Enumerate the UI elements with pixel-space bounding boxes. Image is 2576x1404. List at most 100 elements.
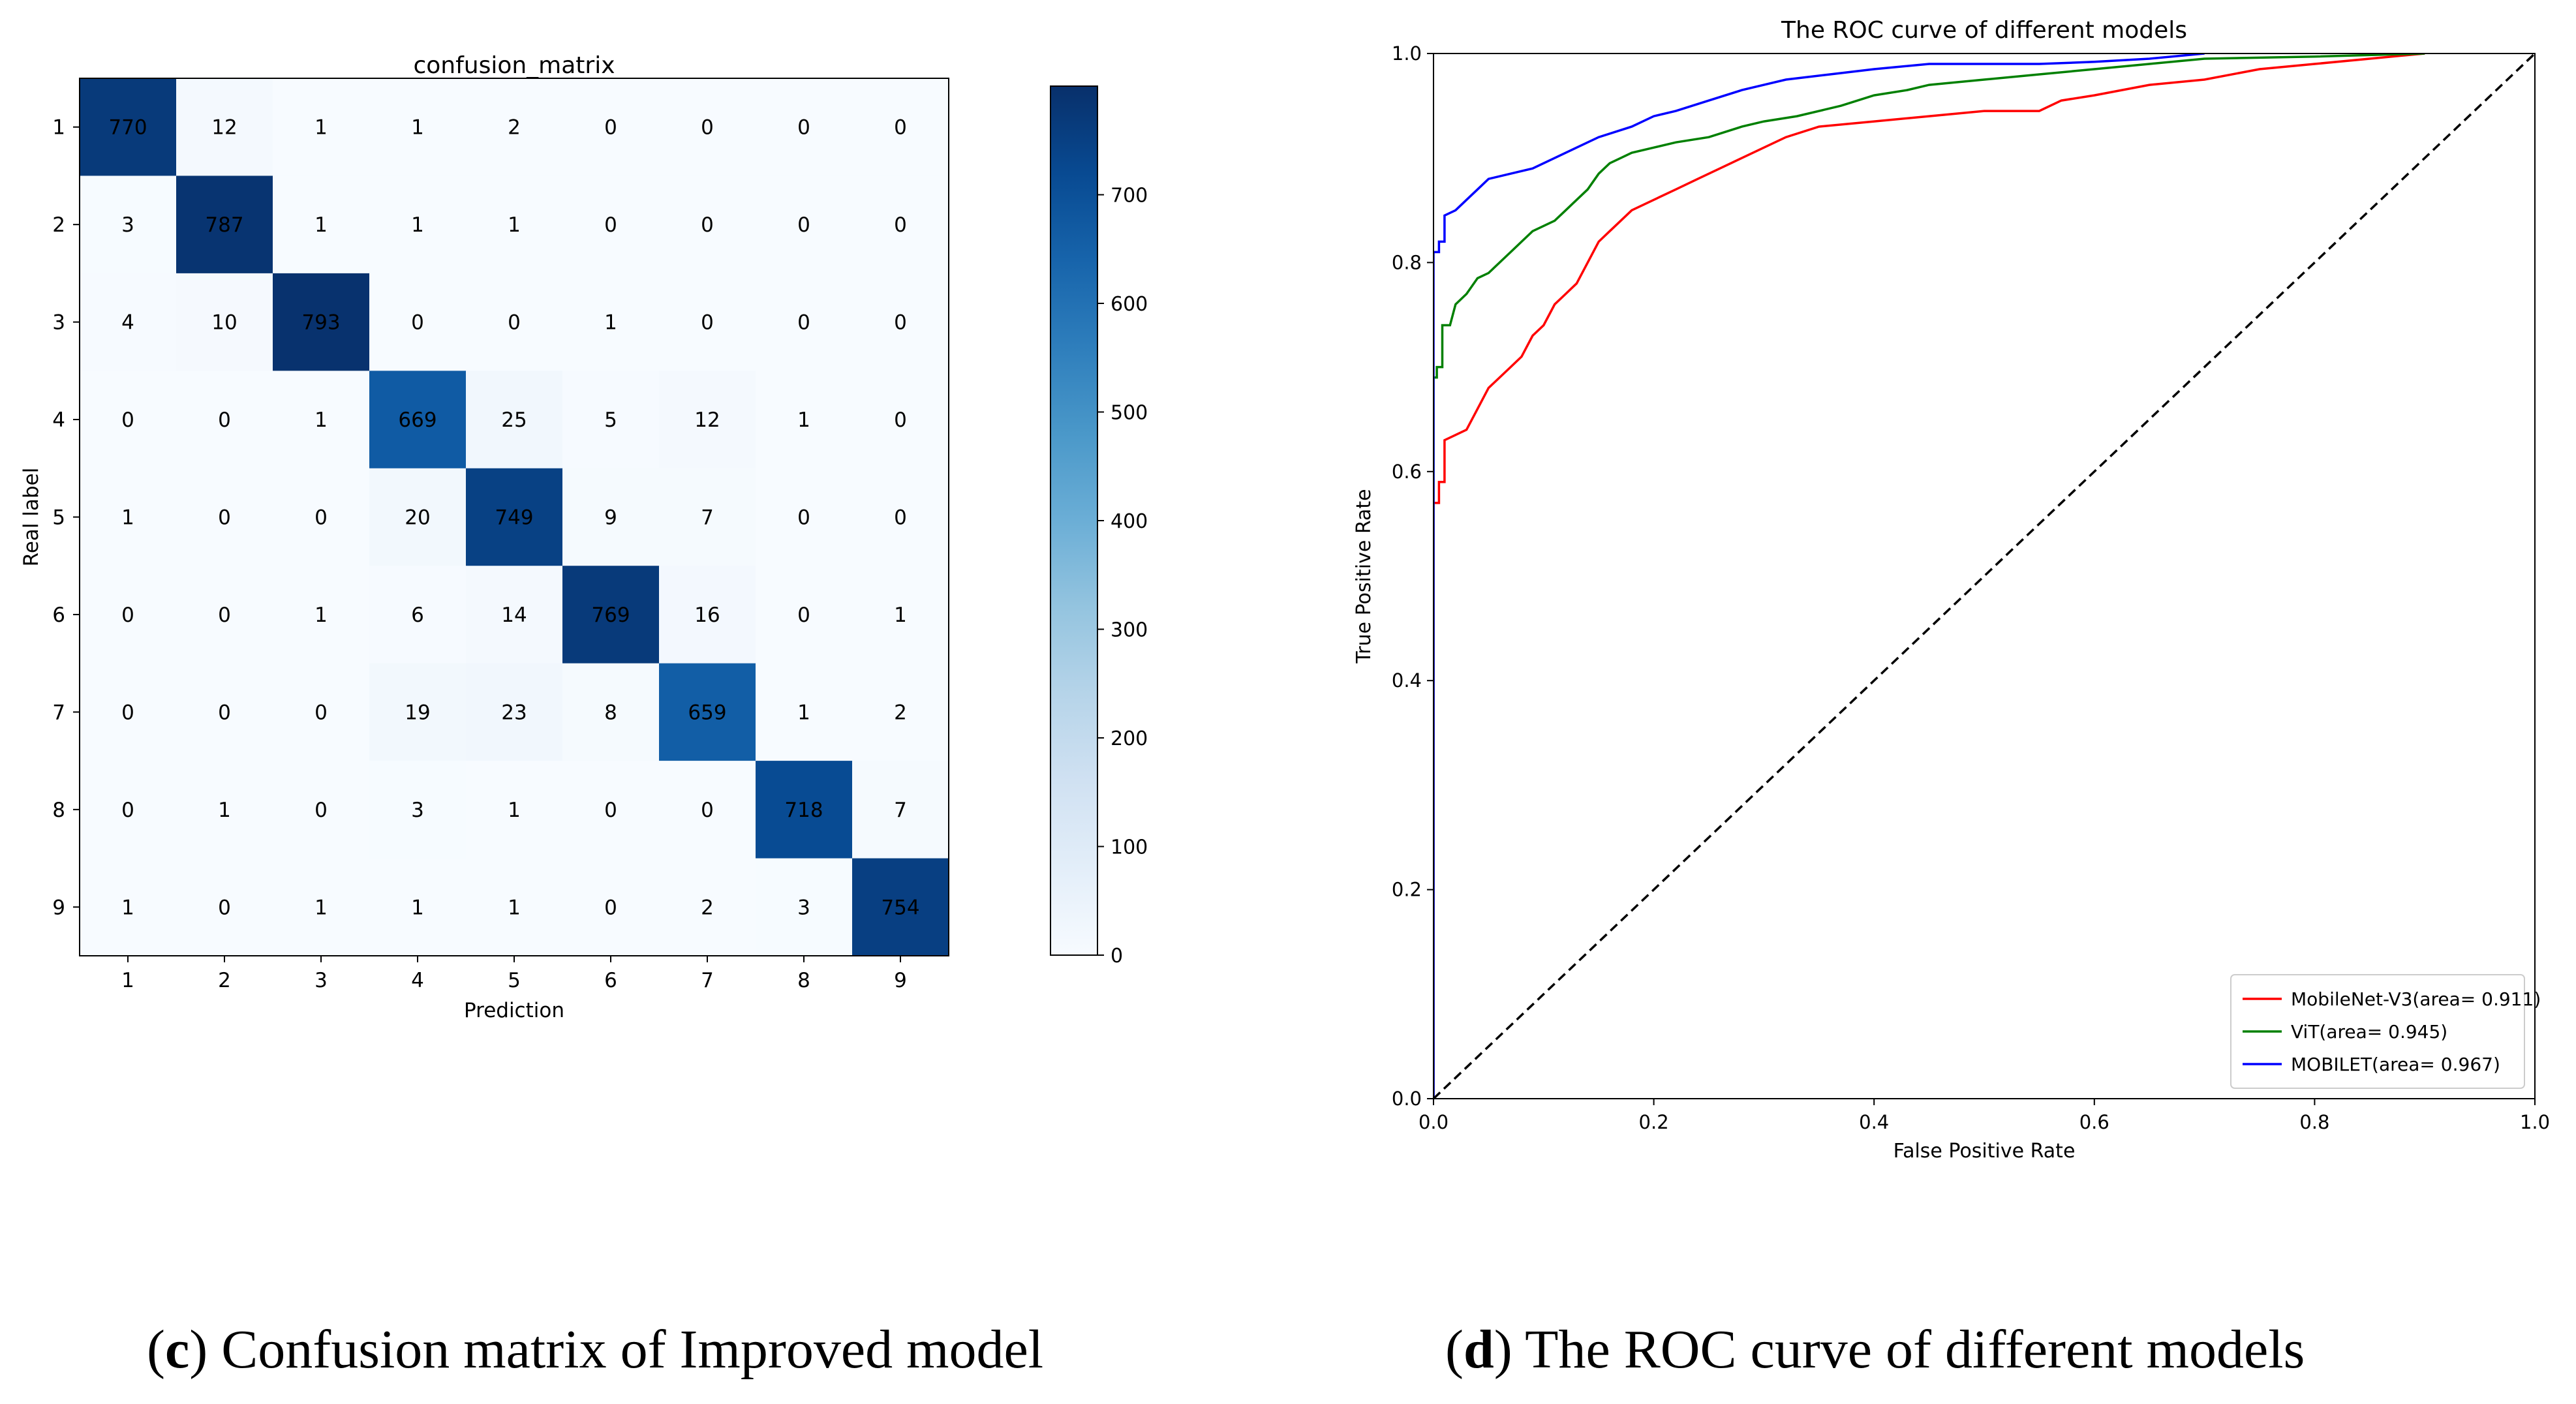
cm-cell <box>369 761 467 859</box>
cm-cell <box>369 858 467 956</box>
cm-cell-value: 0 <box>121 408 134 432</box>
cm-cell <box>756 78 853 176</box>
cm-cell-value: 14 <box>501 603 527 627</box>
cm-cell-value: 1 <box>218 799 231 822</box>
cm-cell-value: 12 <box>694 408 720 432</box>
cm-y-tick-label: 6 <box>52 603 65 627</box>
cm-cell-value: 1 <box>797 701 810 724</box>
cm-cell-value: 0 <box>894 213 907 237</box>
cm-cell-value: 669 <box>398 408 437 432</box>
roc-legend <box>2230 974 2525 1089</box>
cm-x-tick-label: 3 <box>314 969 328 992</box>
cm-cell <box>80 761 177 859</box>
cm-cell <box>562 761 660 859</box>
cm-cell-value: 19 <box>405 701 430 724</box>
roc-curve-chart: The ROC curve of different models 0.0 0.2 0… <box>1353 17 2550 1163</box>
cm-cell-value: 0 <box>314 799 328 822</box>
cm-cell-value: 0 <box>894 408 907 432</box>
cm-cell-value: 0 <box>314 506 328 530</box>
cm-cell <box>273 371 370 469</box>
cm-cell <box>369 663 467 761</box>
cm-cell-value: 1 <box>411 213 424 237</box>
roc-y-tick-label: 0.0 <box>1392 1088 1422 1110</box>
cm-cell <box>273 273 370 371</box>
cm-cell <box>852 78 949 176</box>
cm-cell-value: 4 <box>121 311 134 335</box>
cm-cell <box>756 273 853 371</box>
cm-cell-value: 12 <box>211 116 237 140</box>
cm-cell-value: 0 <box>604 896 617 919</box>
cm-cell-value: 0 <box>604 116 617 140</box>
cm-cell <box>659 566 756 664</box>
cm-y-tick-label: 8 <box>52 799 65 822</box>
cm-cell <box>369 371 467 469</box>
cm-cell-value: 9 <box>604 506 617 530</box>
cm-cell-value: 0 <box>701 213 714 237</box>
cm-cell <box>659 176 756 274</box>
cm-cell <box>852 858 949 956</box>
cm-cell-value: 793 <box>301 311 340 335</box>
cm-cell <box>466 566 563 664</box>
cm-cell-value: 0 <box>797 311 810 335</box>
cm-cell <box>176 273 273 371</box>
cm-x-tick-label: 5 <box>508 969 521 992</box>
roc-frame <box>1433 53 2536 1099</box>
cm-cell <box>273 176 370 274</box>
cm-colorbar-tick-label: 300 <box>1111 619 1148 642</box>
cm-colorbar-tick-label: 0 <box>1111 945 1123 968</box>
cm-colorbar-tick-label: 600 <box>1111 293 1148 316</box>
cm-cell-value: 1 <box>508 896 521 919</box>
cm-cell <box>80 663 177 761</box>
cm-cell-value: 3 <box>121 213 134 237</box>
cm-cell-value: 0 <box>218 603 231 627</box>
roc-chance-line <box>1434 53 2535 1099</box>
cm-cell-value: 787 <box>205 213 243 237</box>
cm-xlabel: Prediction <box>464 999 564 1022</box>
cm-colorbar-tick-label: 700 <box>1111 185 1148 207</box>
roc-legend-label: MOBILET(area= 0.967) <box>2291 1054 2500 1075</box>
cm-cell <box>176 761 273 859</box>
cm-cell <box>466 858 563 956</box>
roc-legend-label: MobileNet-V3(area= 0.911) <box>2291 988 2541 1010</box>
cm-x-tick-label: 6 <box>604 969 617 992</box>
cm-cell <box>562 566 660 664</box>
cm-x-tick-label: 8 <box>797 969 810 992</box>
cm-cell <box>466 176 563 274</box>
cm-cell-value: 8 <box>604 701 617 724</box>
cm-y-tick-label: 3 <box>52 311 65 335</box>
cm-x-tick-label: 2 <box>218 969 231 992</box>
roc-xlabel: False Positive Rate <box>1894 1140 2076 1163</box>
roc-x-tick-label: 0.6 <box>2079 1111 2109 1133</box>
cm-colorbar-tick-label: 400 <box>1111 510 1148 533</box>
cm-ylabel: Real label <box>20 468 43 567</box>
cm-cell <box>659 273 756 371</box>
cm-cell <box>176 566 273 664</box>
roc-series-line <box>1434 53 2425 1099</box>
cm-cell-value: 0 <box>121 701 134 724</box>
cm-cell-value: 1 <box>314 896 328 919</box>
cm-cell-value: 0 <box>218 506 231 530</box>
roc-series-line <box>1434 53 2425 1099</box>
cm-cell <box>562 273 660 371</box>
cm-cell <box>80 858 177 956</box>
cm-cell <box>562 176 660 274</box>
cm-cell-value: 10 <box>211 311 237 335</box>
cm-cell <box>659 761 756 859</box>
cm-cell-value: 2 <box>701 896 714 919</box>
cm-y-tick-label: 9 <box>52 896 65 919</box>
cm-cell-value: 1 <box>411 116 424 140</box>
roc-series-line <box>1434 53 2205 1099</box>
cm-cell <box>466 663 563 761</box>
cm-cell-value: 23 <box>501 701 527 724</box>
cm-cell-value: 2 <box>894 701 907 724</box>
cm-y-tick-label: 7 <box>52 701 65 724</box>
cm-cell <box>80 566 177 664</box>
cm-cell <box>80 273 177 371</box>
cm-cell <box>852 273 949 371</box>
cm-cell-value: 2 <box>508 116 521 140</box>
roc-x-tick-label: 0.0 <box>1418 1111 1449 1133</box>
roc-y-tick-label: 0.6 <box>1392 461 1422 483</box>
cm-cell <box>466 273 563 371</box>
cm-x-tick-label: 7 <box>701 969 714 992</box>
